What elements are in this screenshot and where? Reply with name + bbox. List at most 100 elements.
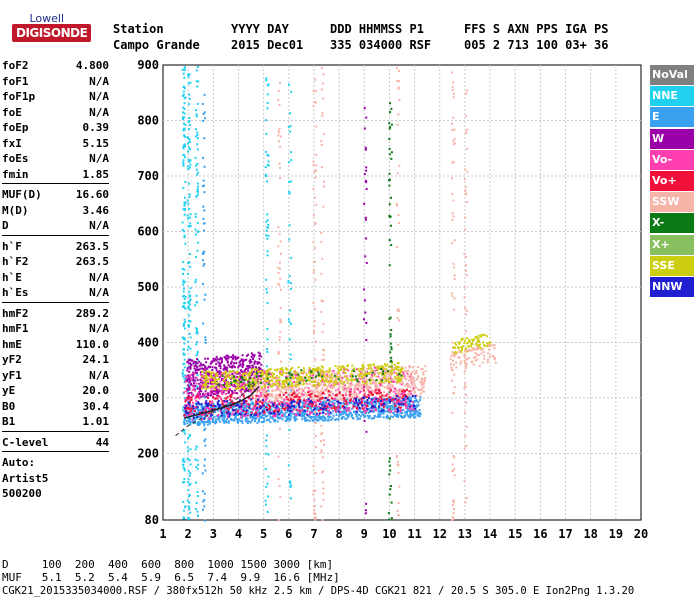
data-point-nne: [183, 144, 186, 147]
data-point-nne: [188, 225, 191, 228]
data-point-w: [248, 360, 251, 363]
data-point-sse: [275, 374, 278, 377]
data-point-vo-: [269, 373, 272, 376]
data-point-sse: [299, 375, 302, 378]
data-point-sse: [334, 375, 337, 378]
data-point-ssw: [280, 395, 283, 398]
data-point-ssw: [398, 98, 401, 101]
data-point-sse: [380, 366, 383, 369]
data-point-x-: [390, 196, 393, 199]
data-point-e: [241, 411, 244, 414]
data-point-nnw: [216, 403, 219, 406]
param-value: N/A: [89, 219, 109, 232]
data-point-sse: [346, 382, 349, 385]
data-point-vo-: [241, 400, 244, 403]
data-point-e: [328, 400, 331, 403]
data-point-e: [349, 411, 352, 414]
data-point-w: [247, 369, 250, 372]
data-point-vo+: [297, 401, 300, 404]
data-point-ssw: [400, 388, 403, 391]
data-point-e: [352, 403, 355, 406]
data-point-sse: [320, 365, 323, 368]
data-point-w: [188, 388, 191, 391]
data-point-ssw: [406, 385, 409, 388]
data-point-e: [419, 396, 422, 399]
data-point-ssw: [358, 382, 361, 385]
data-point-ssw: [266, 401, 269, 404]
data-point-ssw: [463, 296, 466, 299]
data-point-ssw: [267, 388, 270, 391]
data-point-ssw: [320, 424, 323, 427]
data-point-vo-: [243, 395, 246, 398]
data-point-e: [367, 411, 370, 414]
data-point-vo+: [224, 397, 227, 400]
data-point-vo+: [217, 394, 220, 397]
data-point-sse: [254, 368, 257, 371]
params-divider: [2, 301, 109, 305]
data-point-ssw: [323, 382, 326, 385]
data-point-e: [314, 418, 317, 421]
data-point-sse: [271, 374, 274, 377]
data-point-e: [266, 411, 269, 414]
station-header: Station: [113, 22, 164, 36]
data-point-nne: [187, 202, 190, 205]
data-point-e: [363, 415, 366, 418]
data-point-sse: [205, 375, 208, 378]
data-point-sse: [284, 367, 287, 370]
data-point-nne: [267, 154, 270, 157]
data-point-nne: [196, 491, 199, 494]
data-point-nne: [183, 469, 186, 472]
param-value: 0.39: [82, 121, 110, 134]
data-point-vo-: [293, 404, 296, 407]
data-point-sse: [342, 366, 345, 369]
data-point-ssw: [301, 376, 304, 379]
data-point-sse: [397, 366, 400, 369]
data-point-w: [248, 366, 251, 369]
data-point-e: [189, 417, 192, 420]
data-point-vo-: [373, 373, 376, 376]
data-point-w: [365, 166, 368, 169]
data-point-e: [369, 402, 372, 405]
data-point-nne: [182, 516, 185, 519]
data-point-w: [226, 366, 229, 369]
data-point-sse: [350, 375, 353, 378]
data-point-nne: [289, 486, 292, 489]
data-point-e: [330, 400, 333, 403]
data-point-vo-: [332, 370, 335, 373]
data-point-ssw: [387, 379, 390, 382]
data-point-ssw: [289, 394, 292, 397]
data-point-vo+: [230, 395, 233, 398]
data-point-vo-: [405, 397, 408, 400]
data-point-ssw: [314, 377, 317, 380]
data-point-e: [366, 403, 369, 406]
data-point-ssw: [276, 398, 279, 401]
data-point-ssw: [279, 252, 282, 255]
data-point-sse: [260, 386, 263, 389]
data-point-e: [355, 415, 358, 418]
data-point-vo-: [387, 408, 390, 411]
data-point-e: [273, 419, 276, 422]
data-point-ssw: [346, 380, 349, 383]
data-point-w: [245, 358, 248, 361]
data-point-w: [219, 356, 222, 359]
data-point-nnw: [185, 412, 188, 415]
param-value: 110.0: [75, 337, 109, 351]
data-point-vo-: [240, 392, 243, 395]
data-point-vo-: [265, 396, 268, 399]
data-point-sse: [305, 373, 308, 376]
data-point-ssw: [251, 377, 254, 380]
data-point-w: [241, 358, 244, 361]
data-point-vo-: [265, 390, 268, 393]
data-point-e: [189, 405, 192, 408]
data-point-e: [217, 416, 220, 419]
data-point-w: [185, 378, 188, 381]
data-point-e: [246, 412, 249, 415]
data-point-ssw: [305, 394, 308, 397]
data-point-e: [228, 420, 231, 423]
data-point-w: [204, 366, 207, 369]
data-point-sse: [249, 371, 252, 374]
data-point-ssw: [276, 377, 279, 380]
data-point-ssw: [355, 392, 358, 395]
data-point-vo-: [338, 402, 341, 405]
data-point-ssw: [275, 393, 278, 396]
